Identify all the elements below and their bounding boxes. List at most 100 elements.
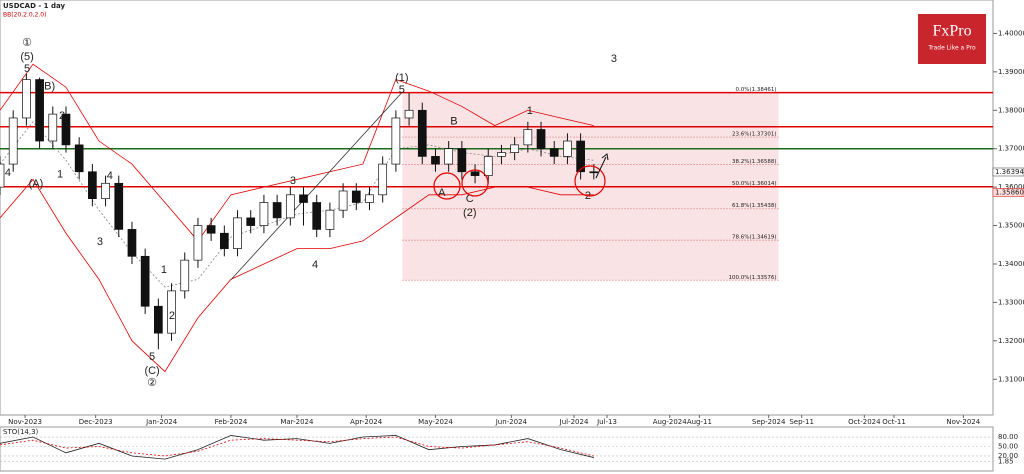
candle-body	[417, 109, 427, 157]
wave-label: 1	[161, 264, 167, 276]
candle-body	[167, 290, 176, 334]
price-tag-label: 1.36394	[995, 168, 1024, 176]
oscillator-line	[0, 436, 594, 457]
candle-body	[312, 202, 322, 230]
y-tick-label: 1.34000	[998, 260, 1024, 268]
wave-label: 2	[169, 310, 175, 322]
osc-tick-label: 1.85	[998, 458, 1014, 466]
candle-body	[74, 144, 84, 173]
bollinger-band	[0, 121, 594, 288]
wave-label: (1)	[395, 72, 408, 84]
candle-body	[299, 194, 308, 203]
candle-body	[140, 255, 150, 307]
x-tick-label: Aug-2024	[653, 418, 688, 426]
wave-label: 3	[290, 175, 296, 187]
candle-body	[351, 190, 361, 203]
osc-tick-label: 20.00	[998, 452, 1018, 460]
x-tick-label: Jul-2024	[559, 418, 589, 426]
bollinger-band	[0, 63, 594, 242]
wave-label: B	[450, 116, 457, 128]
x-tick-label: Dec-2023	[79, 418, 113, 426]
highlight-circle	[461, 169, 489, 197]
x-tick-label: Feb-2024	[215, 418, 248, 426]
wave-label: (5)	[20, 51, 33, 63]
candle-body	[483, 156, 493, 176]
candle-body	[378, 163, 388, 196]
candle-body	[35, 79, 44, 142]
fib-label: 38.2%(1.36588)	[732, 159, 777, 165]
fib-label: 61.8%(1.35438)	[732, 203, 777, 209]
candle-body	[325, 209, 335, 230]
candle-body	[457, 148, 467, 173]
plot-frame	[0, 0, 994, 416]
candle-body	[206, 225, 216, 234]
wave-label: (2)	[463, 207, 476, 219]
candle-body	[88, 171, 97, 200]
x-tick-label: Oct-2024	[848, 418, 881, 426]
wave-label: 4	[107, 170, 113, 182]
candle-body	[497, 152, 506, 157]
candle-body	[61, 113, 71, 146]
oscillator-frame	[0, 426, 994, 472]
candle-body	[444, 148, 454, 165]
fib-label: 100.0%(1.33576)	[729, 275, 777, 281]
candle-body	[285, 194, 295, 219]
candle-body	[404, 109, 414, 119]
candle-body	[193, 225, 203, 261]
candle-body	[246, 217, 256, 226]
candle-body	[510, 144, 519, 153]
y-tick-label: 1.39000	[998, 68, 1024, 76]
candle-body	[563, 140, 572, 157]
candle-body	[154, 305, 163, 334]
chart-title: USDCAD - 1 day	[3, 2, 66, 10]
indicator-label: BB(20,2.0,2.0)	[3, 12, 46, 19]
candle-body	[338, 190, 348, 211]
fib-label: 78.6%(1.34619)	[732, 235, 777, 241]
wave-label: 4	[312, 259, 318, 271]
logo-tagline: Trade Like a Pro	[927, 45, 976, 52]
highlight-circle	[574, 165, 606, 197]
candle-body	[523, 129, 533, 146]
candle-body	[0, 163, 5, 188]
fib-label: 23.6%(1.37301)	[732, 132, 777, 138]
fib-label: 50.0%(1.36014)	[732, 181, 777, 187]
candle-body	[114, 182, 124, 230]
wave-label: A	[438, 187, 446, 199]
candle-body	[101, 182, 110, 200]
x-tick-label: May-2024	[418, 418, 453, 426]
wave-label: 5	[24, 63, 30, 75]
osc-tick-label: 50.00	[998, 443, 1018, 451]
candle-body	[536, 129, 546, 150]
bollinger-band	[0, 178, 594, 373]
price-tag	[992, 167, 1024, 177]
oscillator-title: STO(14,3)	[3, 428, 39, 436]
candle-body	[127, 229, 137, 257]
y-tick-label: 1.36000	[998, 183, 1024, 191]
y-tick-label: 1.35000	[998, 222, 1024, 230]
x-tick-label: Jan-2024	[145, 418, 178, 426]
candle-body	[272, 202, 282, 219]
x-tick-label: Nov-2023	[8, 418, 42, 426]
y-tick-label: 1.40000	[998, 29, 1024, 37]
y-tick-label: 1.32000	[998, 337, 1024, 345]
candle-body	[365, 194, 374, 203]
y-tick-label: 1.38000	[998, 106, 1024, 114]
candle-body	[233, 217, 242, 249]
candle-body	[431, 156, 440, 165]
arrow	[595, 153, 609, 179]
wave-label: 1	[57, 169, 63, 181]
x-tick-label: Oct-11	[882, 418, 906, 426]
wave-label: (A)	[29, 178, 44, 190]
wave-label: ②	[147, 377, 157, 389]
x-tick-label: Sep-11	[789, 418, 814, 426]
price-tag	[992, 188, 1024, 197]
candle-body	[22, 79, 31, 119]
x-tick-label: Jun-2024	[495, 418, 528, 426]
logo-box	[918, 14, 986, 64]
x-tick-label: Apr-2024	[350, 418, 383, 426]
wave-label: (B)	[40, 81, 55, 93]
y-tick-label: 1.31000	[998, 375, 1024, 383]
x-tick-label: Aug-11	[687, 418, 712, 426]
logo: FxPro	[932, 23, 971, 40]
